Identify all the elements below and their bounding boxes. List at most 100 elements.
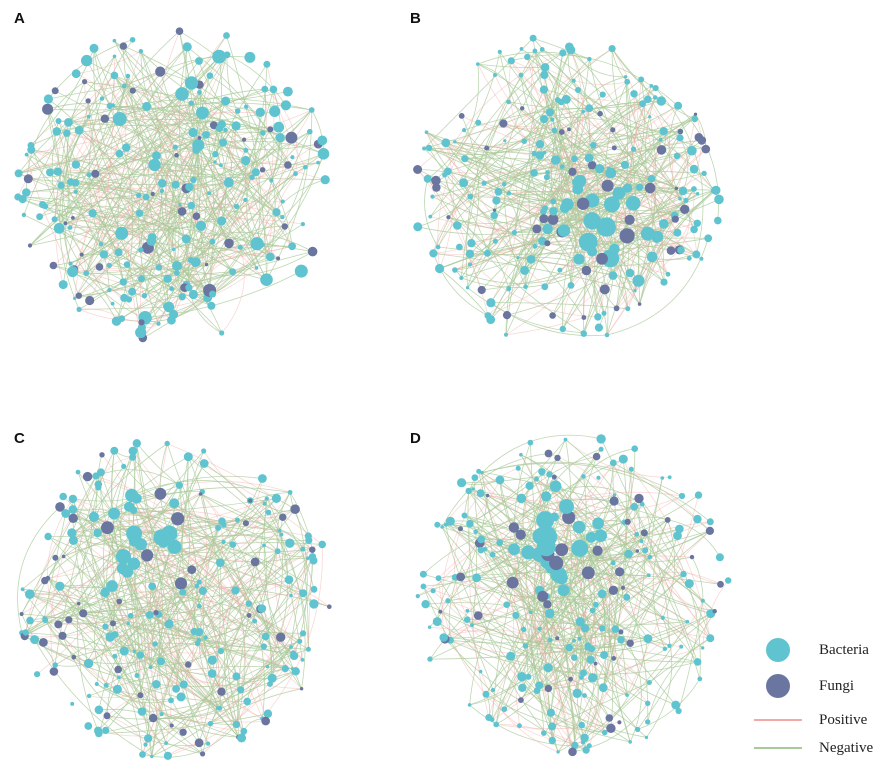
bacteria-node (113, 55, 117, 59)
bacteria-node (427, 656, 432, 661)
bacteria-node (138, 247, 143, 252)
bacteria-node (695, 491, 702, 498)
bacteria-node (559, 499, 574, 514)
bacteria-node (610, 460, 617, 467)
negative-edge (571, 50, 626, 77)
bacteria-node (102, 727, 109, 734)
bacteria-node (470, 623, 474, 627)
fungi-node (596, 253, 608, 265)
bacteria-node (546, 108, 554, 116)
bacteria-node (75, 126, 84, 135)
bacteria-node (595, 324, 603, 332)
bacteria-node (87, 172, 92, 177)
bacteria-node (30, 635, 39, 644)
fungi-node (545, 685, 552, 692)
bacteria-node (630, 503, 638, 511)
bacteria-node (56, 118, 62, 124)
fungi-node (290, 504, 300, 514)
bacteria-node (533, 49, 538, 54)
bacteria-node (158, 179, 167, 188)
bacteria-node (560, 326, 566, 332)
fungi-node (459, 113, 465, 119)
bacteria-node (685, 579, 694, 588)
bacteria-node (596, 434, 605, 443)
bacteria-node (421, 600, 429, 608)
bacteria-node (456, 244, 463, 251)
bacteria-node (517, 672, 526, 681)
bacteria-node (548, 638, 553, 643)
bacteria-node (15, 169, 23, 177)
fungi-node (503, 311, 511, 319)
bacteria-node (111, 103, 115, 107)
bacteria-node (55, 582, 64, 591)
bacteria-node (659, 138, 663, 142)
bacteria-node (550, 118, 554, 122)
bacteria-node (644, 634, 653, 643)
bacteria-node (651, 231, 663, 243)
bacteria-node (464, 616, 471, 623)
fungi-node (54, 620, 62, 628)
panel-label-b: B (410, 10, 421, 27)
bacteria-node (316, 161, 320, 165)
fungi-node (606, 714, 614, 722)
bacteria-node (486, 315, 495, 324)
bacteria-node (648, 115, 651, 118)
bacteria-node (496, 539, 503, 546)
fungi-node (137, 692, 143, 698)
fungi-node (614, 305, 620, 311)
fungi-node (665, 517, 671, 523)
fungi-node (499, 119, 507, 127)
bacteria-node (466, 250, 474, 258)
bacteria-node (139, 751, 146, 758)
bacteria-node (74, 190, 78, 194)
bacteria-node (301, 222, 305, 226)
bacteria-node (219, 139, 227, 147)
bacteria-node (112, 654, 117, 659)
bacteria-node (659, 219, 669, 229)
bacteria-node (477, 536, 485, 544)
bacteria-node (185, 76, 198, 89)
fungi-node (247, 613, 252, 618)
bacteria-node (217, 217, 226, 226)
bacteria-node (272, 494, 281, 503)
network-panel-d (416, 434, 732, 756)
bacteria-node (115, 227, 128, 240)
bacteria-node (634, 532, 639, 537)
fungi-node (24, 174, 33, 183)
bacteria-node (160, 189, 164, 193)
bacteria-node (100, 96, 104, 100)
bacteria-node (283, 87, 293, 97)
bacteria-node (157, 657, 165, 665)
bacteria-node (102, 624, 108, 630)
bacteria-node (678, 197, 682, 201)
bacteria-node (52, 216, 58, 222)
fungi-node (20, 612, 24, 616)
bacteria-node (605, 168, 616, 179)
bacteria-node (697, 677, 702, 682)
bacteria-node (588, 673, 597, 682)
fungi-node (672, 216, 679, 223)
bacteria-node (495, 188, 503, 196)
bacteria-node (53, 127, 62, 136)
bacteria-node (300, 590, 303, 593)
fungi-node (537, 591, 548, 602)
panel-label-c: C (14, 430, 25, 447)
bacteria-node (25, 153, 29, 157)
bacteria-node (244, 105, 248, 109)
bacteria-node (146, 611, 154, 619)
bacteria-node (480, 471, 483, 474)
fungi-node (50, 262, 58, 270)
fungi-node (45, 576, 50, 581)
bacteria-node (100, 250, 108, 258)
bacteria-node (237, 733, 246, 742)
bacteria-node (544, 663, 553, 672)
bacteria-node (72, 179, 80, 187)
bacteria-node (653, 95, 658, 100)
bacteria-node (311, 586, 318, 593)
bacteria-node (599, 625, 605, 631)
edges (18, 443, 330, 757)
bacteria-node (523, 643, 529, 649)
fungi-node-icon (766, 674, 790, 698)
bacteria-node (121, 464, 126, 469)
